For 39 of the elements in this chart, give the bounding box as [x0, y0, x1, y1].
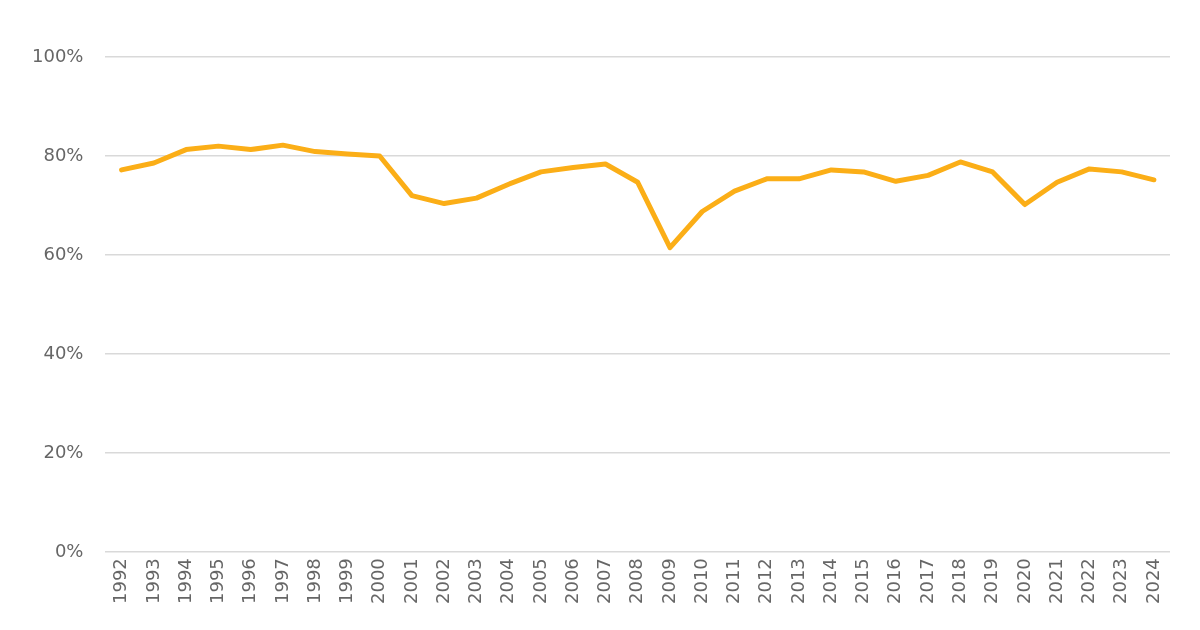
x-tick-label: 2017: [915, 558, 937, 604]
x-tick-label: 2008: [625, 558, 647, 604]
x-tick-label: 1992: [109, 558, 131, 604]
x-tick-label: 2020: [1012, 558, 1034, 604]
y-tick-label: 60%: [43, 242, 84, 264]
x-tick-label: 1994: [173, 558, 195, 604]
x-tick-label: 2005: [528, 558, 550, 604]
x-tick-label: 2004: [496, 558, 518, 604]
x-tick-label: 2007: [593, 558, 615, 604]
x-tick-label: 2002: [431, 558, 453, 604]
x-tick-label: 2015: [851, 558, 873, 604]
x-tick-label: 2023: [1109, 558, 1131, 604]
x-tick-label: 2021: [1044, 558, 1066, 604]
x-tick-label: 1996: [238, 558, 260, 604]
x-tick-label: 2010: [689, 558, 711, 604]
x-tick-label: 1997: [270, 558, 292, 604]
x-tick-label: 1993: [141, 558, 163, 604]
x-tick-label: 2018: [947, 558, 969, 604]
x-tick-label: 2014: [818, 558, 840, 604]
x-tick-label: 2003: [464, 558, 486, 604]
x-tick-label: 2013: [786, 558, 808, 604]
x-tick-label: 2024: [1141, 558, 1163, 604]
y-tick-label: 100%: [31, 44, 84, 66]
x-tick-label: 2006: [560, 558, 582, 604]
x-tick-label: 2000: [367, 558, 389, 604]
x-tick-label: 2011: [722, 558, 744, 604]
y-tick-label: 0%: [54, 539, 84, 561]
x-tick-label: 1995: [206, 558, 228, 604]
y-tick-label: 40%: [43, 341, 84, 363]
x-tick-label: 2012: [754, 558, 776, 604]
x-tick-label: 2016: [883, 558, 905, 604]
x-tick-label: 2001: [399, 558, 421, 604]
y-tick-label: 20%: [43, 440, 84, 462]
x-tick-label: 1998: [302, 558, 324, 604]
y-tick-label: 80%: [43, 143, 84, 165]
x-tick-label: 1999: [335, 558, 357, 604]
x-tick-label: 2009: [657, 558, 679, 604]
x-tick-label: 2022: [1077, 558, 1099, 604]
x-tick-label: 2019: [980, 558, 1002, 604]
